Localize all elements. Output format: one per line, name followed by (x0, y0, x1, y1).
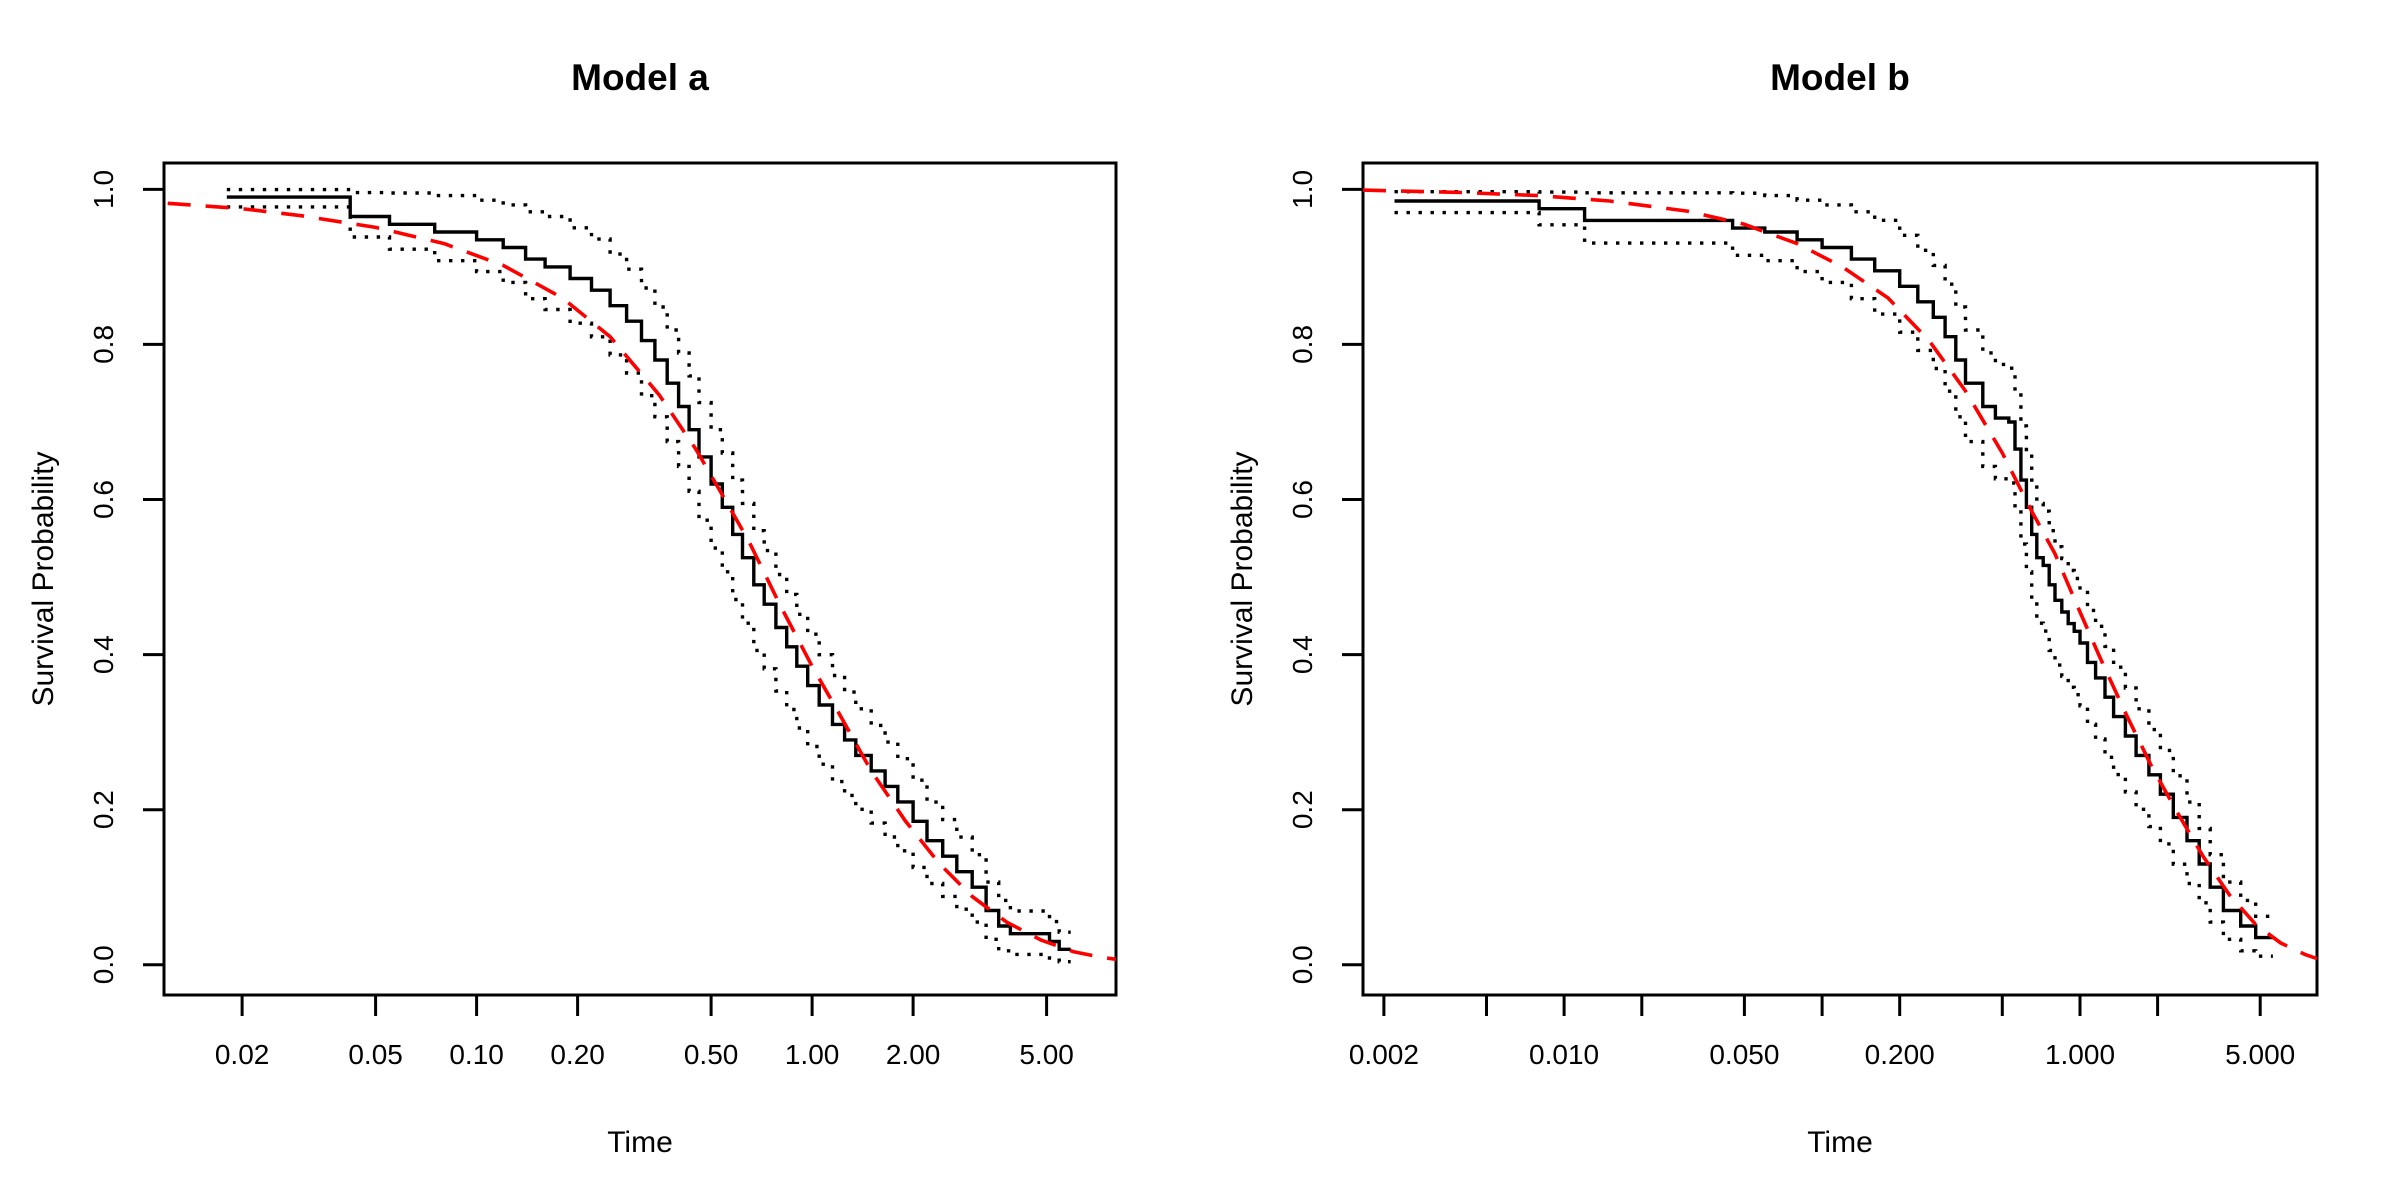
x-axis-tick-label: 0.10 (449, 1039, 504, 1070)
plot-box (1361, 161, 2319, 997)
y-axis-tick-label: 0.8 (88, 325, 119, 364)
panel-b-x-axis-label: Time (1807, 1126, 1873, 1159)
x-axis-tick-label: 2.00 (886, 1039, 941, 1070)
y-axis-tick-label: 0.0 (1287, 945, 1318, 984)
panel-model-b: Model b Time Survival Probability 0.002 0… (1226, 57, 2319, 1159)
x-axis-tick-label: 5.000 (2225, 1039, 2295, 1070)
y-axis-tick-label: 0.0 (88, 945, 119, 984)
y-axis-tick-label: 0.4 (1287, 635, 1318, 674)
x-axis-tick-label: 0.050 (1709, 1039, 1779, 1070)
y-axis-tick-label: 0.8 (1287, 325, 1318, 364)
y-axis-tick-label: 1.0 (1287, 170, 1318, 209)
fitted-curve (167, 201, 1116, 962)
km-curve (1394, 199, 2273, 940)
curves-group (1363, 188, 2317, 961)
x-axis-tick-label: 0.50 (684, 1039, 739, 1070)
x-axis-tick-label: 1.00 (785, 1039, 840, 1070)
x-axis-tick-label: 5.00 (1019, 1039, 1074, 1070)
y-axis-tick-label: 0.6 (88, 480, 119, 519)
x-axis-tick-label: 0.002 (1349, 1039, 1419, 1070)
x-axis-tick-label: 0.200 (1865, 1039, 1935, 1070)
panel-a-y-axis-label: Survival Probability (27, 451, 60, 706)
panel-model-a: Model a Time Survival Probability 0.02 0.… (27, 57, 1118, 1159)
y-axis-tick-label: 0.2 (88, 790, 119, 829)
km-curve (226, 195, 1071, 951)
x-axis-tick-label: 0.010 (1529, 1039, 1599, 1070)
ci-lower-curve (1394, 210, 2273, 958)
y-axis-tick-label: 0.4 (88, 635, 119, 674)
x-axis-tick-label: 0.20 (550, 1039, 605, 1070)
x-axis-tick-label: 0.05 (348, 1039, 403, 1070)
y-axis-tick-label: 1.0 (88, 170, 119, 209)
fitted-curve (1363, 188, 2317, 961)
x-axis-tick-label: 0.02 (215, 1039, 270, 1070)
panel-a-title: Model a (571, 57, 709, 98)
plot-box (162, 161, 1118, 997)
ci-upper-curve (1394, 190, 2273, 918)
ci-upper-curve (226, 187, 1071, 934)
panel-b-y-axis-label: Survival Probability (1226, 451, 1259, 706)
curves-group (167, 187, 1116, 964)
panel-a-plot-area: 0.02 0.05 0.10 0.20 0.50 1.00 2.00 5.00 0.0 0.2 0.… (88, 161, 1118, 1070)
y-axis-tick-label: 0.2 (1287, 790, 1318, 829)
panel-a-x-axis-label: Time (607, 1126, 673, 1159)
x-axis-tick-label: 1.000 (2045, 1039, 2115, 1070)
panel-b-plot-area: 0.002 0.010 0.050 0.200 1.000 5.000 0.0 0.2 0.4 0… (1287, 161, 2319, 1070)
y-axis-tick-label: 0.6 (1287, 480, 1318, 519)
panel-b-title: Model b (1770, 57, 1910, 98)
